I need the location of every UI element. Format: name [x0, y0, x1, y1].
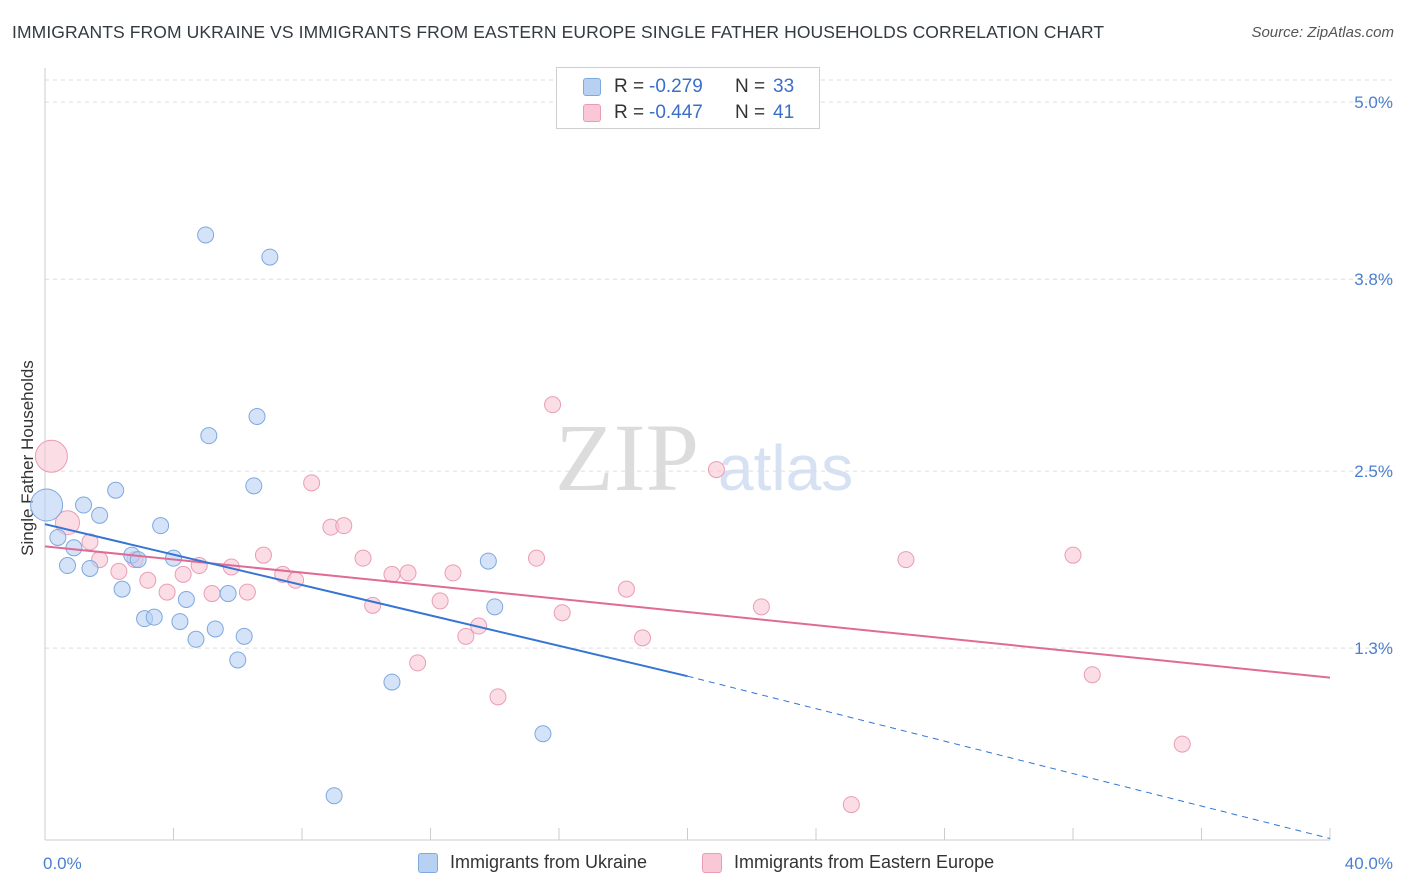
ukraine-point: [219, 585, 237, 603]
eastern-europe-point: [431, 592, 449, 610]
eastern-europe-point: [617, 580, 635, 598]
ukraine-point: [91, 506, 109, 524]
series-ukraine-points: [30, 226, 552, 805]
eastern-europe-point: [457, 627, 475, 645]
ukraine-point: [49, 528, 67, 546]
legend-swatch-ukraine: [583, 78, 601, 96]
x-tick-label: 40.0%: [1345, 854, 1393, 873]
eastern-europe-point: [354, 549, 372, 567]
x-tick-label: 0.0%: [43, 854, 82, 873]
y-tick-label: 2.5%: [1354, 462, 1393, 481]
ukraine-point: [107, 481, 125, 499]
eastern-europe-point: [174, 565, 192, 583]
grid-lines: [45, 79, 1392, 649]
watermark-atlas: atlas: [718, 432, 853, 504]
legend-n-label: N =: [735, 102, 766, 123]
ukraine-point: [534, 725, 552, 743]
legend-r-label: R =: [614, 76, 645, 97]
eastern-europe-point: [409, 654, 427, 672]
ukraine-point: [152, 517, 170, 535]
ukraine-point: [129, 551, 147, 569]
legend-n-label: N =: [735, 76, 766, 97]
eastern-europe-point: [634, 629, 652, 647]
bottom-legend-label-ukraine: Immigrants from Ukraine: [450, 852, 648, 872]
ukraine-point: [171, 613, 189, 631]
eastern-europe-point: [287, 571, 305, 589]
ukraine-point: [113, 580, 131, 598]
eastern-europe-point: [238, 583, 256, 601]
ukraine-point: [81, 559, 99, 577]
ukraine-point: [30, 488, 64, 522]
legend-row-eastern-europe: R = -0.447 N = 41: [557, 102, 819, 126]
legend-swatch-eastern-europe: [583, 104, 601, 122]
eastern-europe-point: [399, 564, 417, 582]
ukraine-point: [197, 226, 215, 244]
eastern-europe-point: [528, 549, 546, 567]
ukraine-trend-extension: [687, 675, 1331, 840]
ukraine-point: [245, 477, 263, 495]
ukraine-point: [486, 598, 504, 616]
legend-r-value: -0.279: [649, 76, 703, 97]
watermark: ZIP atlas: [555, 404, 853, 511]
eastern-europe-point: [383, 565, 401, 583]
eastern-europe-point: [1083, 666, 1101, 684]
ukraine-point: [325, 787, 343, 805]
eastern-europe-point: [254, 546, 272, 564]
correlation-legend: R = -0.279 N = 33 R = -0.447 N = 41: [556, 67, 820, 129]
eastern-europe-point: [335, 517, 353, 535]
eastern-europe-point: [553, 604, 571, 622]
ukraine-point: [200, 427, 218, 445]
eastern-europe-point: [544, 396, 562, 414]
ukraine-point: [229, 651, 247, 669]
eastern-europe-point: [897, 551, 915, 569]
y-tick-label: 3.8%: [1354, 270, 1393, 289]
eastern-europe-point: [842, 796, 860, 814]
eastern-europe-point: [489, 688, 507, 706]
bottom-legend-label-eastern-europe: Immigrants from Eastern Europe: [734, 852, 995, 872]
ukraine-point: [206, 620, 224, 638]
eastern-europe-point: [752, 598, 770, 616]
eastern-europe-point: [1064, 546, 1082, 564]
source-label: Source: ZipAtlas.com: [1251, 24, 1394, 41]
eastern-europe-point: [1173, 735, 1191, 753]
legend-n-value: 33: [773, 76, 795, 97]
bottom-legend-swatch-ukraine: [418, 853, 438, 873]
ukraine-point: [145, 608, 163, 626]
eastern-europe-trend-line: [44, 545, 1331, 679]
y-tick-label: 1.3%: [1354, 639, 1393, 658]
ukraine-point: [187, 630, 205, 648]
eastern-europe-point: [303, 474, 321, 492]
ukraine-point: [235, 627, 253, 645]
legend-row-ukraine: R = -0.279 N = 33: [557, 76, 819, 100]
chart-title: IMMIGRANTS FROM UKRAINE VS IMMIGRANTS FR…: [12, 22, 1105, 42]
ukraine-point: [75, 496, 93, 514]
ukraine-point: [177, 590, 195, 608]
bottom-legend-swatch-eastern-europe: [702, 853, 722, 873]
legend-r-value: -0.447: [649, 102, 703, 123]
ukraine-point: [248, 407, 266, 425]
eastern-europe-point: [707, 461, 725, 479]
ukraine-point: [58, 557, 76, 575]
eastern-europe-point: [203, 585, 221, 603]
eastern-europe-point: [110, 562, 128, 580]
legend-r-label: R =: [614, 102, 645, 123]
ukraine-point: [383, 673, 401, 691]
tick-labels: 1.3% 2.5% 3.8% 5.0% 0.0% 40.0%: [43, 93, 1393, 873]
y-tick-label: 5.0%: [1354, 93, 1393, 112]
eastern-europe-point: [34, 439, 68, 473]
eastern-europe-point: [139, 571, 157, 589]
eastern-europe-point: [444, 564, 462, 582]
trend-lines: [44, 523, 1331, 840]
ukraine-point: [261, 248, 279, 266]
ukraine-trend-line: [44, 523, 688, 678]
ukraine-point: [479, 552, 497, 570]
eastern-europe-point: [158, 583, 176, 601]
watermark-zip: ZIP: [555, 404, 699, 511]
legend-n-value: 41: [773, 102, 795, 123]
